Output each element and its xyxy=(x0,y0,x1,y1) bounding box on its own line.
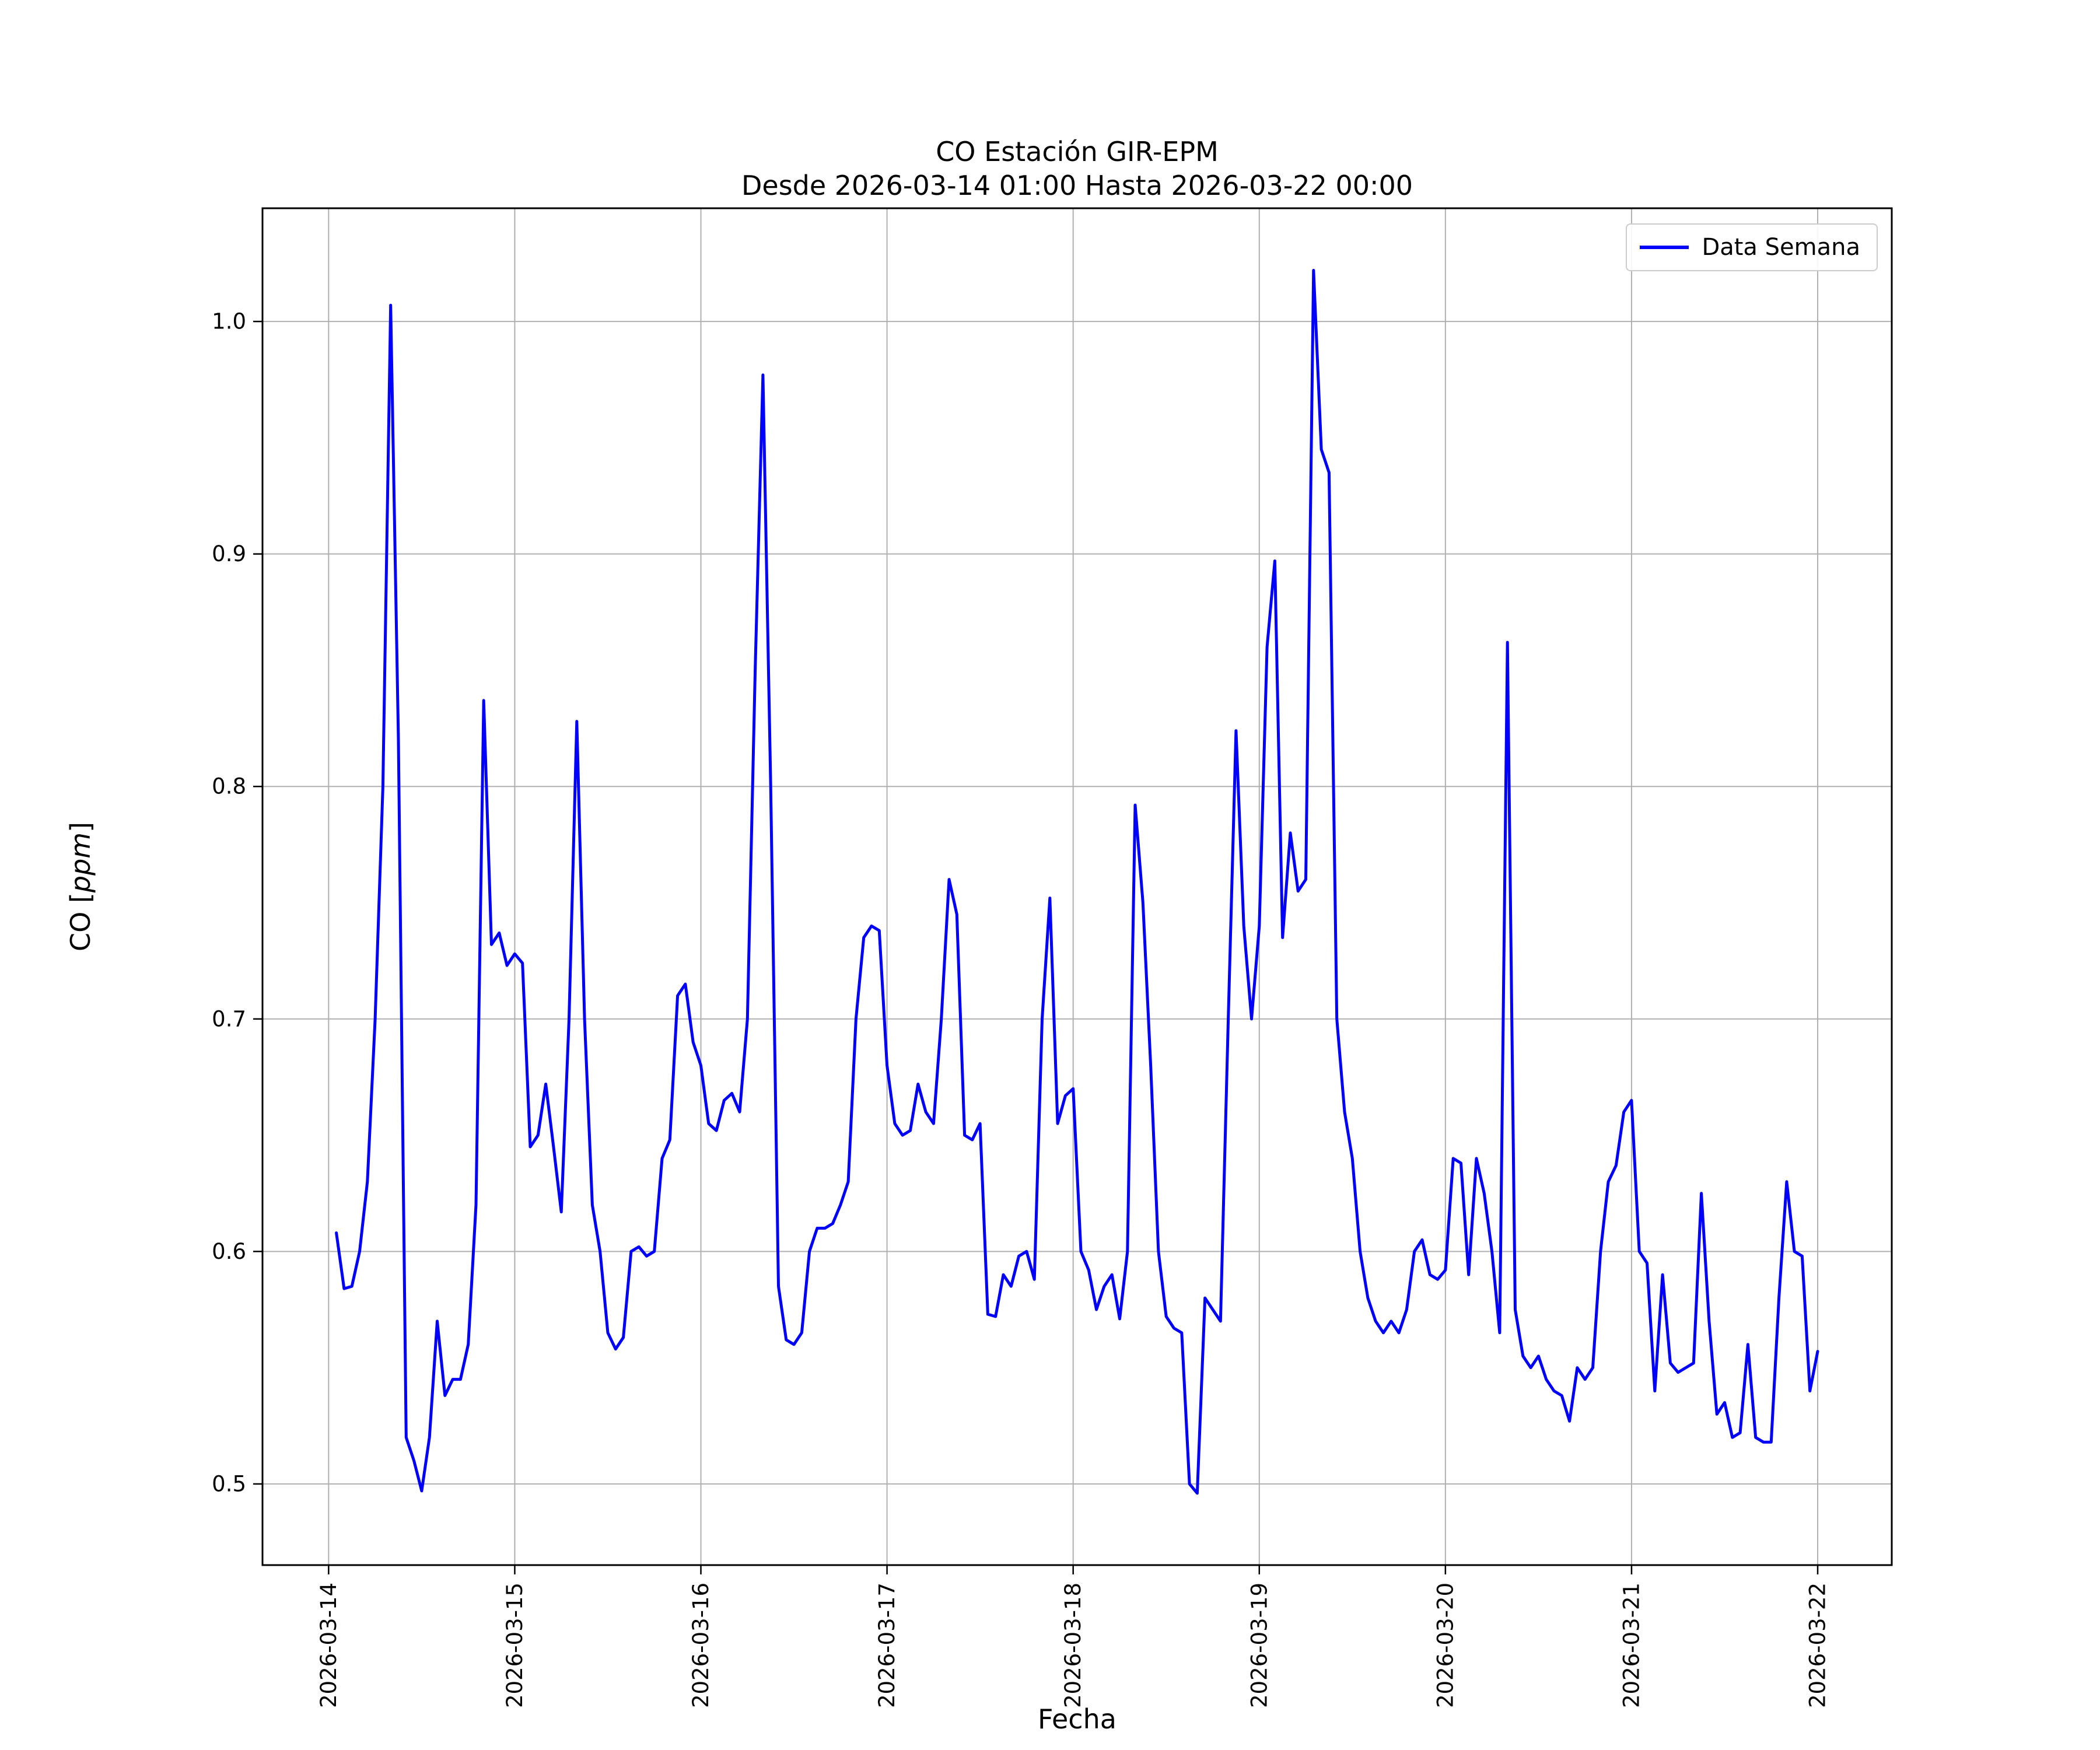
x-tick-label: 2026-03-20 xyxy=(1433,1583,1458,1708)
y-axis-label-suffix: ] xyxy=(65,821,96,832)
x-tick-label: 2026-03-14 xyxy=(316,1583,341,1708)
x-tick-label: 2026-03-21 xyxy=(1619,1583,1644,1708)
legend-label: Data Semana xyxy=(1702,234,1860,261)
chart-title-line1: CO Estación GIR-EPM xyxy=(936,136,1219,167)
x-tick-label: 2026-03-17 xyxy=(874,1583,900,1708)
grid-lines xyxy=(262,208,1892,1565)
y-axis-label: CO [ppm] xyxy=(65,822,96,951)
chart-title: CO Estación GIR-EPM Desde 2026-03-14 01:… xyxy=(262,135,1892,202)
y-tick-label: 1.0 xyxy=(212,309,246,334)
series-line xyxy=(335,268,1819,1495)
legend: Data Semana xyxy=(1626,223,1878,271)
chart-title-line2: Desde 2026-03-14 01:00 Hasta 2026-03-22 … xyxy=(741,169,1413,201)
y-tick-label: 0.5 xyxy=(212,1471,246,1496)
legend-line-sample xyxy=(1640,246,1689,249)
y-tick-label: 0.9 xyxy=(212,541,246,566)
y-tick-label: 0.6 xyxy=(212,1239,246,1264)
x-tick-label: 2026-03-22 xyxy=(1805,1583,1831,1708)
y-tick-label: 0.8 xyxy=(212,774,246,799)
y-tick-label: 0.7 xyxy=(212,1006,246,1031)
x-tick-label: 2026-03-15 xyxy=(502,1583,527,1708)
axis-tick-labels: 2026-03-14 2026-03-15 2026-03-16 2026-03-17… xyxy=(212,309,1830,1708)
x-tick-label: 2026-03-19 xyxy=(1247,1583,1272,1708)
series-data-semana xyxy=(335,268,1819,1495)
plot-frame xyxy=(261,207,1893,1566)
y-axis-label-unit: ppm xyxy=(65,832,96,893)
axis-ticks xyxy=(253,320,1819,1574)
x-tick-label: 2026-03-16 xyxy=(688,1583,713,1708)
x-tick-label: 2026-03-18 xyxy=(1060,1583,1086,1708)
x-axis-label: Fecha xyxy=(1038,1703,1116,1735)
y-axis-label-prefix: CO [ xyxy=(65,892,96,952)
